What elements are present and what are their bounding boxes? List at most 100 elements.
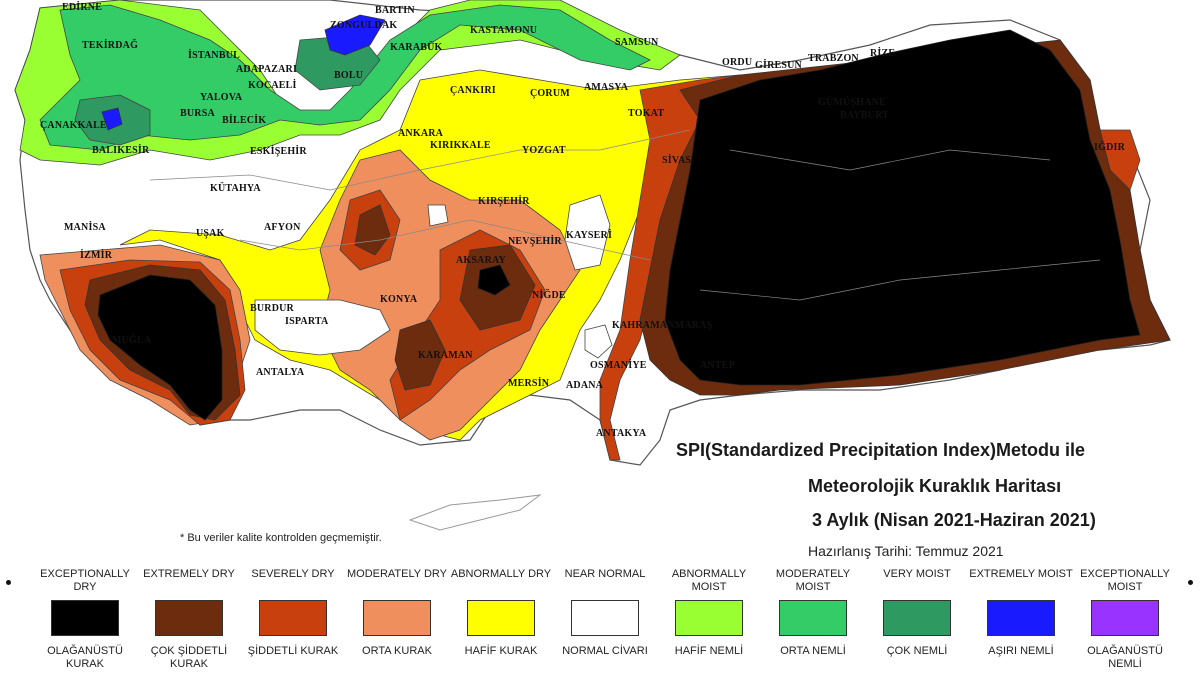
legend: EXCEPTIONALLY DRY OLAĞANÜSTÜ KURAK EXTRE… xyxy=(0,568,1200,675)
map-title-line-2: Meteorolojik Kuraklık Haritası xyxy=(808,476,1062,496)
city-label: SİVAS xyxy=(662,155,692,166)
legend-item: MODERATELY MOIST ORTA NEMLİ xyxy=(760,568,866,658)
legend-label-en: MODERATELY DRY xyxy=(346,568,448,580)
city-label: ÇORUM xyxy=(530,88,570,99)
legend-swatch xyxy=(779,600,847,636)
city-label: BALIKESİR xyxy=(92,145,150,156)
legend-label-tr: ŞİDDETLİ KURAK xyxy=(247,645,339,657)
city-label: MERSİN xyxy=(508,378,550,389)
city-label: ADAPAZARI xyxy=(236,64,298,75)
city-label: TOKAT xyxy=(628,108,665,119)
legend-swatch xyxy=(675,600,743,636)
city-label: İZMİR xyxy=(80,250,113,261)
legend-label-en: EXCEPTIONALLY MOIST xyxy=(1080,568,1170,593)
legend-swatch xyxy=(571,600,639,636)
legend-item: EXTREMELY MOIST AŞIRI NEMLİ xyxy=(968,568,1074,658)
city-label: UŞAK xyxy=(196,228,225,239)
legend-item: EXTREMELY DRY ÇOK ŞİDDETLİ KURAK xyxy=(136,568,242,671)
city-label: KOCAELİ xyxy=(248,80,297,91)
legend-label-en: EXTREMELY MOIST xyxy=(969,568,1073,580)
city-label: EDİRNE xyxy=(62,2,103,13)
map-title-line-1: SPI(Standardized Precipitation Index)Met… xyxy=(676,440,1086,460)
legend-label-tr: NORMAL CİVARI xyxy=(562,645,648,657)
city-label: ADANA xyxy=(566,380,604,391)
legend-swatch xyxy=(259,600,327,636)
legend-item: MODERATELY DRY ORTA KURAK xyxy=(344,568,450,658)
city-label: KIRŞEHİR xyxy=(478,196,530,207)
legend-label-en: NEAR NORMAL xyxy=(564,568,646,580)
legend-label-tr: HAFİF NEMLİ xyxy=(674,645,744,657)
city-label: OSMANİYE xyxy=(590,360,647,371)
legend-label-tr: OLAĞANÜSTÜ KURAK xyxy=(47,645,123,670)
legend-label-en: VERY MOIST xyxy=(883,568,951,580)
legend-bullet-icon xyxy=(6,580,11,585)
legend-item: EXCEPTIONALLY MOIST OLAĞANÜSTÜ NEMLİ xyxy=(1072,568,1178,671)
city-label: BURSA xyxy=(180,108,215,119)
city-label: IĞDIR xyxy=(1094,142,1126,153)
city-label: BOLU xyxy=(334,70,364,81)
city-label: İSTANBUL xyxy=(188,50,240,61)
city-label: RİZE xyxy=(870,48,896,59)
city-label: ÇANAKKALE xyxy=(40,120,107,131)
city-label: GÜMÜŞHANE xyxy=(818,97,886,108)
city-label: NEVŞEHİR xyxy=(508,236,562,247)
legend-label-tr: AŞIRI NEMLİ xyxy=(988,645,1054,657)
city-label: ISPARTA xyxy=(285,316,329,327)
legend-item: NEAR NORMAL NORMAL CİVARI xyxy=(552,568,658,658)
city-label: MANİSA xyxy=(64,222,106,233)
legend-item: VERY MOIST ÇOK NEMLİ xyxy=(864,568,970,658)
city-label: KAYSERİ xyxy=(566,230,613,241)
legend-item: SEVERELY DRY ŞİDDETLİ KURAK xyxy=(240,568,346,658)
legend-bullet-icon xyxy=(1188,580,1193,585)
legend-label-tr: OLAĞANÜSTÜ NEMLİ xyxy=(1087,645,1163,670)
legend-swatch xyxy=(51,600,119,636)
city-label: YOZGAT xyxy=(522,145,566,156)
legend-label-tr: ÇOK ŞİDDETLİ KURAK xyxy=(150,645,228,670)
drought-map: EDİRNE TEKİRDAĞ İSTANBUL ÇANAKKALE BALIK… xyxy=(14,0,1171,531)
legend-label-en: MODERATELY MOIST xyxy=(775,568,851,593)
legend-label-en: SEVERELY DRY xyxy=(251,568,335,580)
city-label: BİLECİK xyxy=(222,115,267,126)
city-label: TEKİRDAĞ xyxy=(82,40,139,51)
city-label: TRABZON xyxy=(808,53,859,64)
city-label: ÇANKIRI xyxy=(450,85,496,96)
city-label: GİRESUN xyxy=(755,60,802,71)
city-label: SAMSUN xyxy=(615,37,659,48)
legend-swatch xyxy=(1091,600,1159,636)
city-label: MUĞLA xyxy=(112,335,152,346)
legend-swatch xyxy=(987,600,1055,636)
legend-label-en: EXTREMELY DRY xyxy=(143,568,235,580)
city-label: AKSARAY xyxy=(456,255,506,266)
city-label: AMASYA xyxy=(584,82,629,93)
legend-label-tr: HAFİF KURAK xyxy=(464,645,538,657)
city-label: ANKARA xyxy=(398,128,444,139)
city-label: ZONGULDAK xyxy=(330,20,398,31)
city-label: YALOVA xyxy=(200,92,243,103)
city-label: KASTAMONU xyxy=(470,25,538,36)
legend-label-tr: ORTA NEMLİ xyxy=(780,645,846,657)
city-label: ANTALYA xyxy=(256,367,305,378)
legend-label-tr: ORTA KURAK xyxy=(362,645,432,657)
legend-swatch xyxy=(883,600,951,636)
legend-label-en: ABNORMALLY DRY xyxy=(450,568,552,580)
city-label: KONYA xyxy=(380,294,418,305)
turkey-map-svg xyxy=(14,0,1171,531)
legend-swatch xyxy=(155,600,223,636)
legend-item: ABNORMALLY MOIST HAFİF NEMLİ xyxy=(656,568,762,658)
legend-swatch xyxy=(467,600,535,636)
city-label: KIRIKKALE xyxy=(430,140,491,151)
city-label: ORDU xyxy=(722,57,753,68)
city-label: KARABÜK xyxy=(390,42,443,53)
legend-label-en: EXCEPTIONALLY DRY xyxy=(40,568,130,593)
city-label: KAHRAMANMARAŞ xyxy=(612,320,713,331)
city-label: BARTIN xyxy=(375,5,415,16)
legend-item: ABNORMALLY DRY HAFİF KURAK xyxy=(448,568,554,658)
legend-label-en: ABNORMALLY MOIST xyxy=(671,568,747,593)
legend-label-tr: ÇOK NEMLİ xyxy=(886,645,948,657)
city-label: ESKİŞEHİR xyxy=(250,146,307,157)
city-label: KÜTAHYA xyxy=(210,183,261,194)
legend-swatch xyxy=(363,600,431,636)
mgm-watermark: © MGM xyxy=(880,388,962,413)
quality-note: * Bu veriler kalite kontrolden geçmemişt… xyxy=(180,532,382,544)
city-label: AFYON xyxy=(264,222,301,233)
